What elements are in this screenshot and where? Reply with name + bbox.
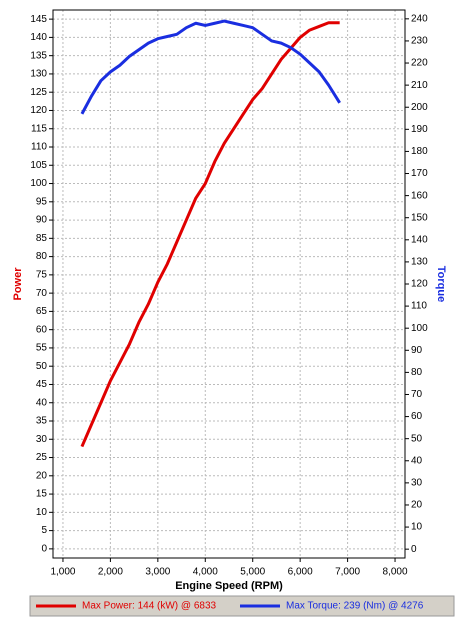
- y2-tick-label: 30: [411, 478, 423, 489]
- y2-tick-label: 70: [411, 389, 423, 400]
- y-tick-label: 140: [30, 32, 47, 43]
- y-tick-label: 145: [30, 14, 47, 25]
- y2-tick-label: 180: [411, 146, 428, 157]
- x-tick-label: 3,000: [145, 567, 170, 578]
- y2-tick-label: 130: [411, 257, 428, 268]
- y2-tick-label: 110: [411, 301, 427, 312]
- x-tick-label: 7,000: [335, 567, 360, 578]
- x-tick-label: 5,000: [240, 567, 265, 578]
- series-line: [80, 19, 341, 115]
- y2-tick-label: 60: [411, 411, 423, 422]
- legend-label: Max Power: 144 (kW) @ 6833: [82, 601, 217, 612]
- y-tick-label: 70: [36, 288, 48, 299]
- y-tick-label: 40: [36, 397, 48, 408]
- y-tick-label: 110: [31, 142, 47, 153]
- y2-tick-label: 50: [411, 433, 423, 444]
- legend-label: Max Torque: 239 (Nm) @ 4276: [286, 601, 424, 612]
- y2-tick-label: 40: [411, 455, 423, 466]
- y2-tick-label: 230: [411, 36, 428, 47]
- x-tick-label: 4,000: [193, 567, 218, 578]
- y-tick-label: 65: [36, 306, 48, 317]
- y2-tick-label: 120: [411, 279, 428, 290]
- y-tick-label: 135: [30, 50, 47, 61]
- y2-tick-label: 240: [411, 13, 428, 24]
- y2-tick-label: 200: [411, 102, 428, 113]
- x-tick-label: 8,000: [383, 567, 408, 578]
- y-tick-label: 30: [36, 434, 48, 445]
- y2-tick-label: 10: [411, 522, 423, 533]
- y2-tick-label: 170: [411, 168, 428, 179]
- plot-frame: [52, 9, 406, 559]
- y-tick-label: 0: [41, 544, 47, 555]
- x-tick-label: 1,000: [50, 567, 75, 578]
- y2-tick-label: 90: [411, 345, 423, 356]
- y2-tick-label: 100: [411, 323, 428, 334]
- y2-tick-label: 210: [411, 80, 428, 91]
- y-tick-label: 120: [30, 105, 47, 116]
- y-tick-label: 80: [36, 251, 48, 262]
- y-tick-label: 35: [36, 416, 48, 427]
- y2-tick-label: 150: [411, 212, 428, 223]
- y2-tick-label: 140: [411, 234, 428, 245]
- y-tick-label: 20: [36, 470, 48, 481]
- y-tick-label: 85: [36, 233, 48, 244]
- y2-axis-label: Torque: [435, 266, 447, 302]
- y2-tick-label: 160: [411, 190, 428, 201]
- y-tick-label: 45: [36, 379, 48, 390]
- y-tick-label: 50: [36, 361, 48, 372]
- y-tick-label: 105: [30, 160, 47, 171]
- x-tick-label: 6,000: [288, 567, 313, 578]
- y-tick-label: 125: [30, 87, 47, 98]
- y-tick-label: 60: [36, 324, 48, 335]
- y2-tick-label: 0: [411, 544, 417, 555]
- y-tick-label: 15: [36, 489, 48, 500]
- y2-tick-label: 190: [411, 124, 428, 135]
- y2-tick-label: 20: [411, 500, 423, 511]
- y-tick-label: 5: [41, 525, 47, 536]
- y2-tick-label: 80: [411, 367, 423, 378]
- y-tick-label: 25: [36, 452, 48, 463]
- x-axis-label: Engine Speed (RPM): [175, 580, 283, 592]
- y-tick-label: 100: [30, 178, 47, 189]
- y-tick-label: 90: [36, 215, 48, 226]
- y-tick-label: 95: [36, 196, 48, 207]
- y-tick-label: 55: [36, 343, 48, 354]
- y-tick-label: 10: [36, 507, 48, 518]
- y-axis-label: Power: [12, 267, 24, 301]
- y2-tick-label: 220: [411, 58, 428, 69]
- x-tick-label: 2,000: [98, 567, 123, 578]
- series-line: [80, 21, 340, 448]
- y-tick-label: 75: [36, 270, 48, 281]
- y-tick-label: 115: [31, 123, 47, 134]
- y-tick-label: 130: [30, 69, 47, 80]
